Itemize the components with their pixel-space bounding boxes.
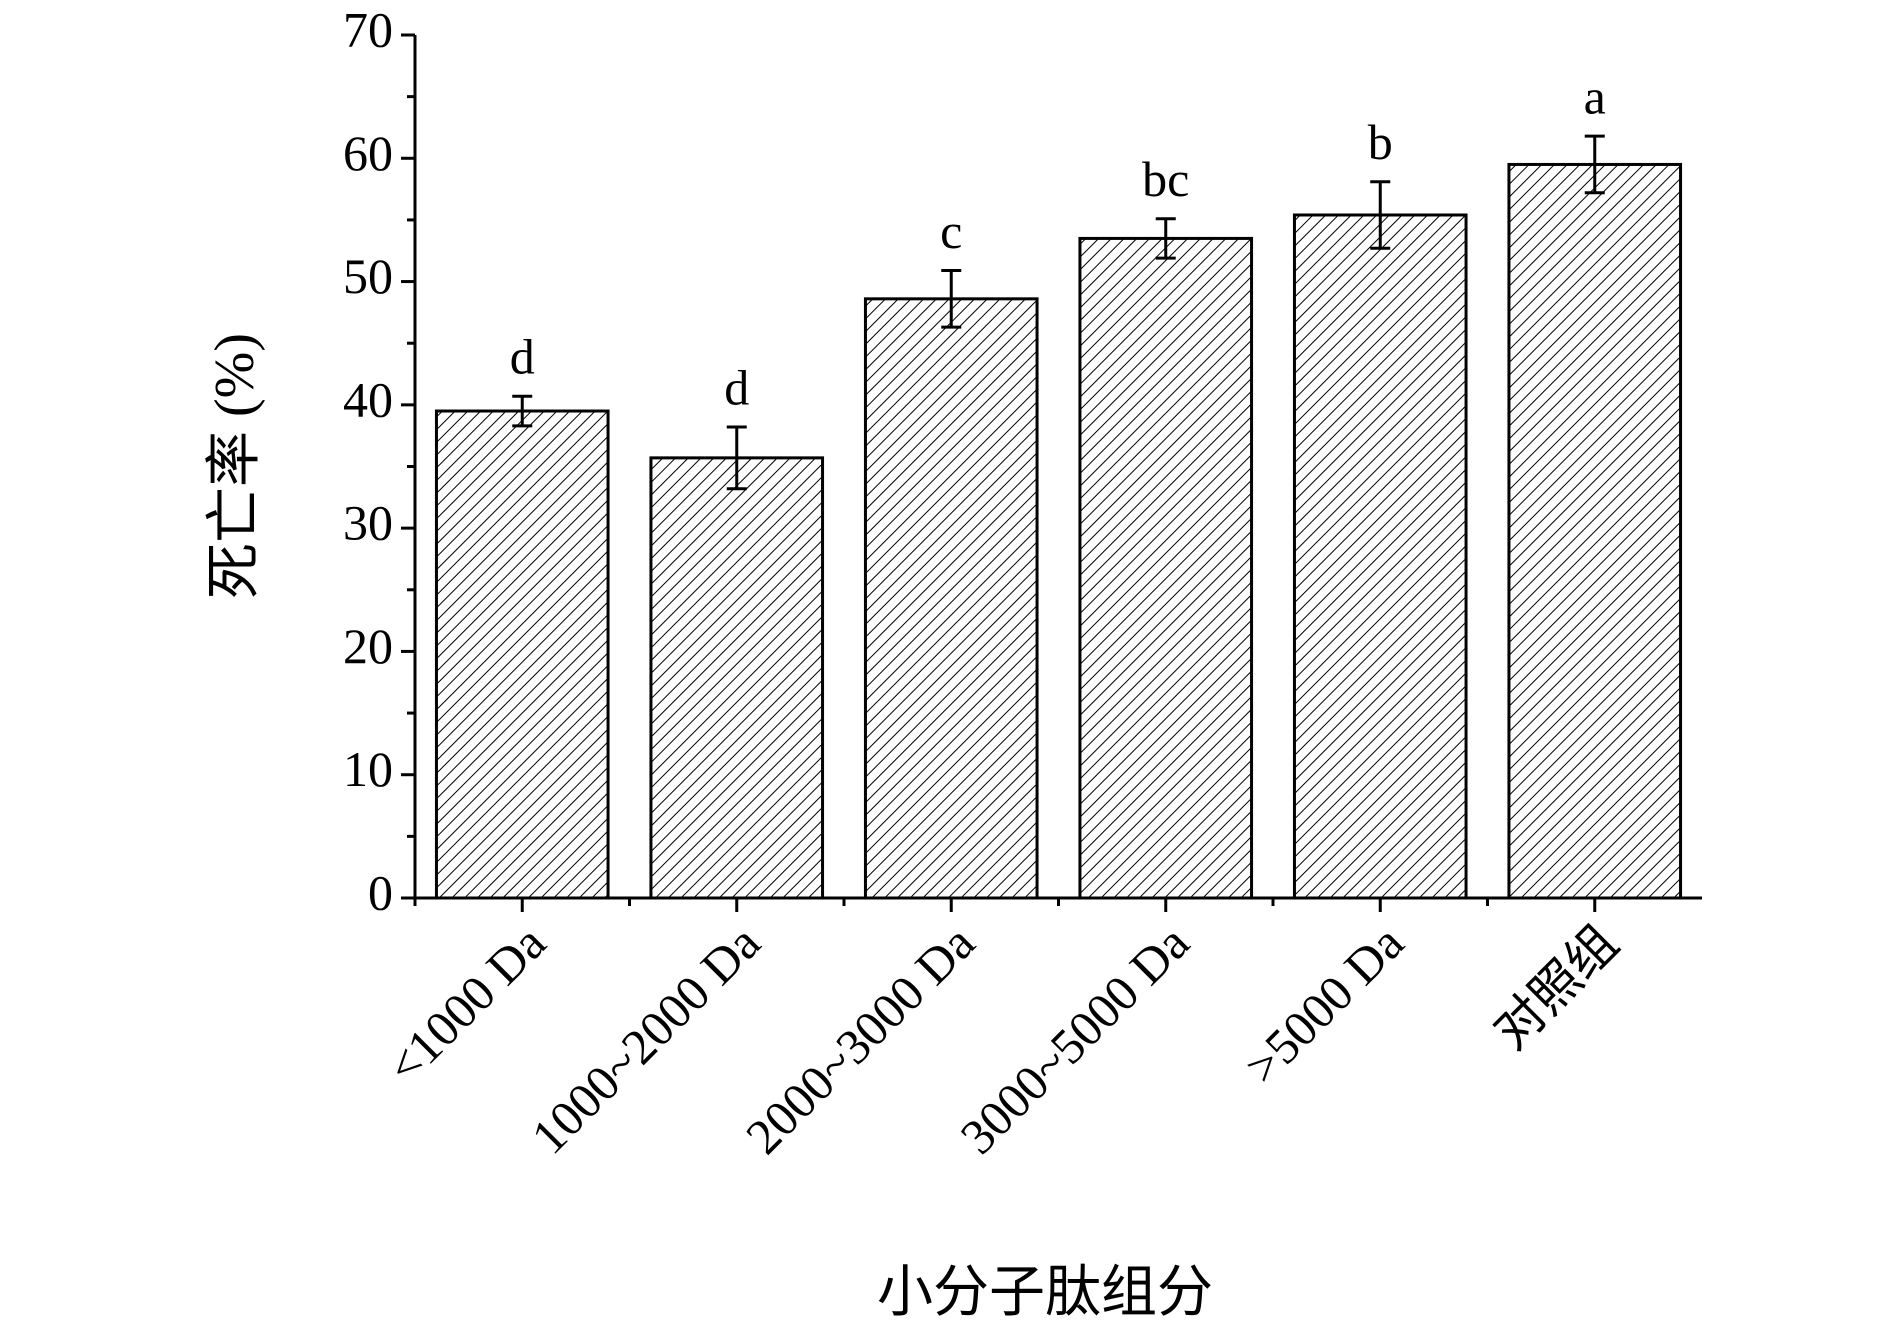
x-tick-label: 1000~2000 Da [520,914,770,1164]
bar [863,297,1039,900]
y-tick-label: 70 [343,1,393,57]
bar [649,456,825,900]
significance-label: d [510,329,535,385]
significance-label: bc [1142,151,1189,207]
significance-label: a [1584,69,1606,125]
y-tick-label: 60 [343,125,393,181]
y-tick-label: 30 [343,495,393,551]
bar [1078,236,1254,900]
y-axis-title: 死亡率 (%) [204,333,266,599]
significance-label: c [940,203,962,259]
x-axis-title: 小分子肽组分 [877,1262,1213,1324]
significance-label: b [1368,114,1393,170]
bar [1292,213,1468,900]
x-tick-label: 3000~5000 Da [949,914,1199,1164]
bar [1507,162,1683,900]
y-tick-label: 50 [343,248,393,304]
x-tick-label: >5000 Da [1234,914,1414,1094]
bar [434,409,610,900]
y-tick-label: 0 [368,864,393,920]
y-tick-label: 10 [343,741,393,797]
significance-label: d [724,360,749,416]
y-tick-label: 20 [343,618,393,674]
x-tick-label: 对照组 [1483,914,1629,1060]
x-tick-label: <1000 Da [376,914,556,1094]
x-tick-label: 2000~3000 Da [735,914,985,1164]
y-tick-label: 40 [343,371,393,427]
